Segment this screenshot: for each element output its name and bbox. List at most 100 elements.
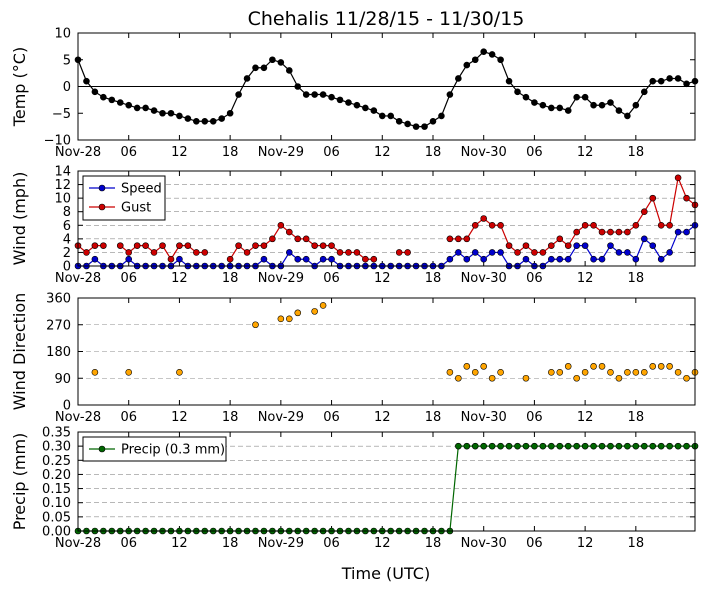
data-point	[539, 442, 547, 450]
y-tick-label: 0.35	[42, 426, 71, 441]
data-point	[302, 255, 310, 263]
data-point	[632, 101, 640, 109]
x-tick-label: Nov-30	[461, 536, 507, 551]
data-point	[649, 77, 657, 85]
x-tick-label: 12	[374, 410, 391, 425]
y-tick-label: −10	[44, 134, 71, 149]
data-point	[319, 91, 327, 98]
data-point	[657, 255, 665, 263]
data-point	[480, 48, 487, 56]
data-point	[370, 107, 378, 114]
data-point	[235, 242, 242, 249]
data-point	[573, 242, 580, 249]
data-point	[159, 109, 166, 117]
data-point	[564, 363, 572, 370]
data-point	[480, 215, 487, 222]
x-tick-label: Nov-29	[258, 536, 304, 551]
data-point	[471, 442, 479, 450]
legend-label: Precip (0.3 mm)	[121, 443, 225, 458]
data-point	[260, 255, 268, 263]
data-point	[176, 242, 183, 249]
data-point	[345, 99, 352, 106]
data-point	[505, 242, 513, 249]
data-point	[531, 99, 538, 106]
plot-frame	[77, 431, 696, 532]
data-point	[209, 117, 217, 125]
data-point	[624, 442, 631, 450]
data-point	[218, 115, 225, 122]
data-point	[640, 442, 648, 450]
data-point	[564, 107, 572, 114]
data-point	[184, 115, 192, 122]
x-axis-label: Time (UTC)	[341, 564, 430, 583]
data-point	[598, 228, 606, 236]
data-point	[252, 64, 259, 72]
data-point	[438, 112, 445, 120]
data-point	[683, 442, 690, 450]
data-point	[201, 249, 209, 256]
data-point	[226, 255, 234, 263]
x-tick-label: Nov-28	[55, 410, 101, 425]
x-tick-label: 18	[628, 145, 645, 160]
data-point	[649, 242, 657, 249]
data-point	[488, 442, 496, 450]
y-tick-label: 2	[63, 246, 71, 261]
data-point	[505, 77, 513, 85]
data-point	[116, 99, 124, 106]
data-point	[497, 249, 504, 256]
data-point	[176, 255, 183, 263]
x-tick-label: 12	[374, 271, 391, 286]
data-point	[522, 255, 530, 263]
x-tick-label: 12	[577, 410, 594, 425]
data-point	[531, 442, 538, 450]
data-point	[556, 104, 564, 112]
x-tick-label: 18	[222, 536, 239, 551]
data-point	[243, 75, 251, 82]
data-point	[649, 442, 657, 450]
data-point	[548, 369, 555, 376]
data-point	[640, 88, 648, 96]
x-tick-label: 12	[577, 145, 594, 160]
data-point	[125, 101, 133, 109]
y-tick-label: 0.25	[42, 454, 71, 469]
series-data	[74, 48, 699, 130]
data-point	[100, 93, 107, 101]
data-point	[91, 242, 99, 249]
legend-label: Gust	[121, 201, 151, 216]
data-point	[666, 442, 673, 450]
data-point	[328, 242, 335, 249]
data-point	[624, 249, 631, 256]
legend-marker	[98, 445, 106, 453]
data-point	[404, 249, 411, 256]
x-tick-label: Nov-30	[461, 271, 507, 286]
y-tick-label: 0	[63, 80, 71, 95]
legend-marker	[98, 203, 106, 211]
data-point	[370, 255, 378, 263]
data-point	[556, 369, 564, 376]
data-point	[683, 374, 690, 382]
data-point	[657, 363, 665, 370]
y-tick-label: 14	[54, 165, 71, 180]
x-tick-label: 12	[374, 536, 391, 551]
data-point	[522, 374, 530, 382]
x-tick-label: 06	[526, 536, 543, 551]
data-point	[455, 249, 462, 256]
y-tick-label: −5	[52, 107, 71, 122]
y-tick-label: 0.05	[42, 510, 71, 525]
data-point	[590, 255, 597, 263]
data-point	[666, 249, 673, 256]
data-point	[345, 249, 352, 256]
data-point	[649, 194, 657, 202]
data-point	[328, 93, 335, 101]
data-point	[548, 255, 555, 263]
data-point	[666, 363, 673, 370]
data-point	[455, 235, 462, 243]
x-tick-label: Nov-30	[461, 145, 507, 160]
data-point	[624, 369, 631, 376]
data-point	[150, 249, 158, 256]
y-tick-label: 8	[63, 205, 71, 220]
data-point	[429, 117, 437, 125]
y-tick-label: 0	[63, 399, 71, 414]
